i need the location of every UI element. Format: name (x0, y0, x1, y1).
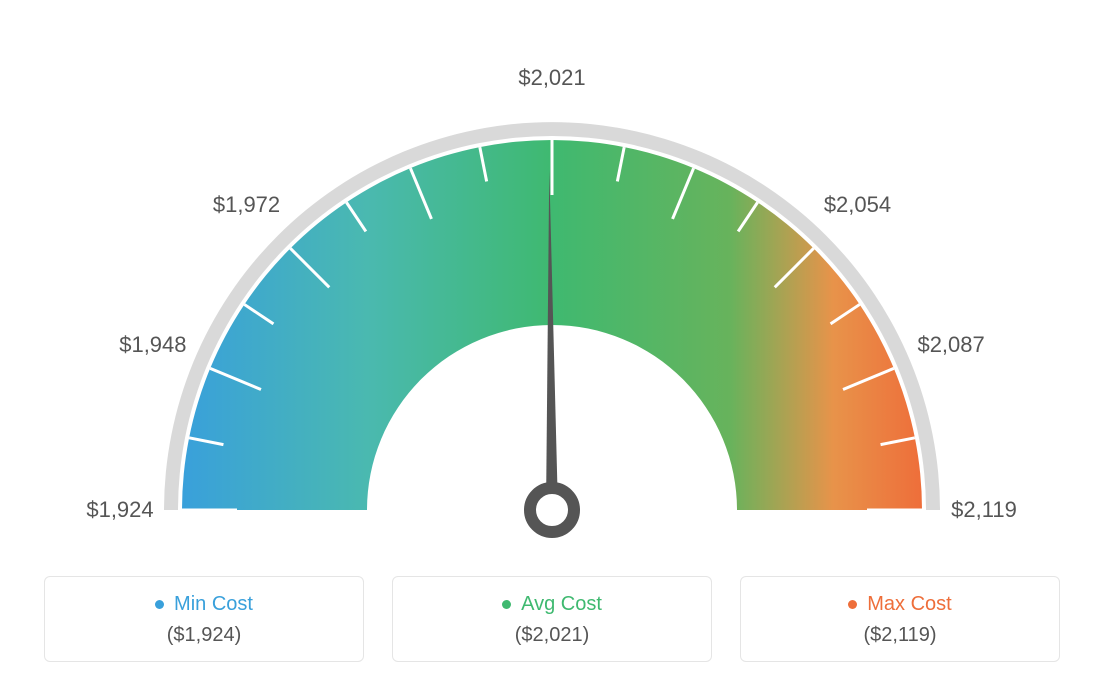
legend-row: Min Cost ($1,924) Avg Cost ($2,021) Max … (44, 576, 1060, 662)
legend-card-min: Min Cost ($1,924) (44, 576, 364, 662)
dot-icon (155, 600, 164, 609)
legend-card-avg: Avg Cost ($2,021) (392, 576, 712, 662)
gauge-tick-label: $2,087 (917, 332, 984, 358)
gauge-tick-label: $1,972 (213, 192, 280, 218)
dot-icon (848, 600, 857, 609)
gauge-tick-label: $2,054 (824, 192, 891, 218)
legend-avg-value: ($2,021) (393, 624, 711, 647)
gauge-tick-label: $2,021 (518, 65, 585, 91)
gauge-svg (72, 40, 1032, 560)
dot-icon (502, 600, 511, 609)
legend-min-label: Min Cost (174, 593, 253, 616)
gauge-tick-label: $1,924 (86, 497, 153, 523)
gauge-tick-label: $1,948 (119, 332, 186, 358)
legend-avg-label: Avg Cost (521, 593, 602, 616)
legend-max-label: Max Cost (867, 593, 951, 616)
cost-gauge: $1,924 $1,948 $1,972 $2,021 $2,054 $2,087 $2,1… (72, 40, 1032, 560)
gauge-tick-label: $2,119 (951, 497, 1017, 523)
legend-card-max: Max Cost ($2,119) (740, 576, 1060, 662)
legend-max-value: ($2,119) (741, 624, 1059, 647)
legend-min-value: ($1,924) (45, 624, 363, 647)
